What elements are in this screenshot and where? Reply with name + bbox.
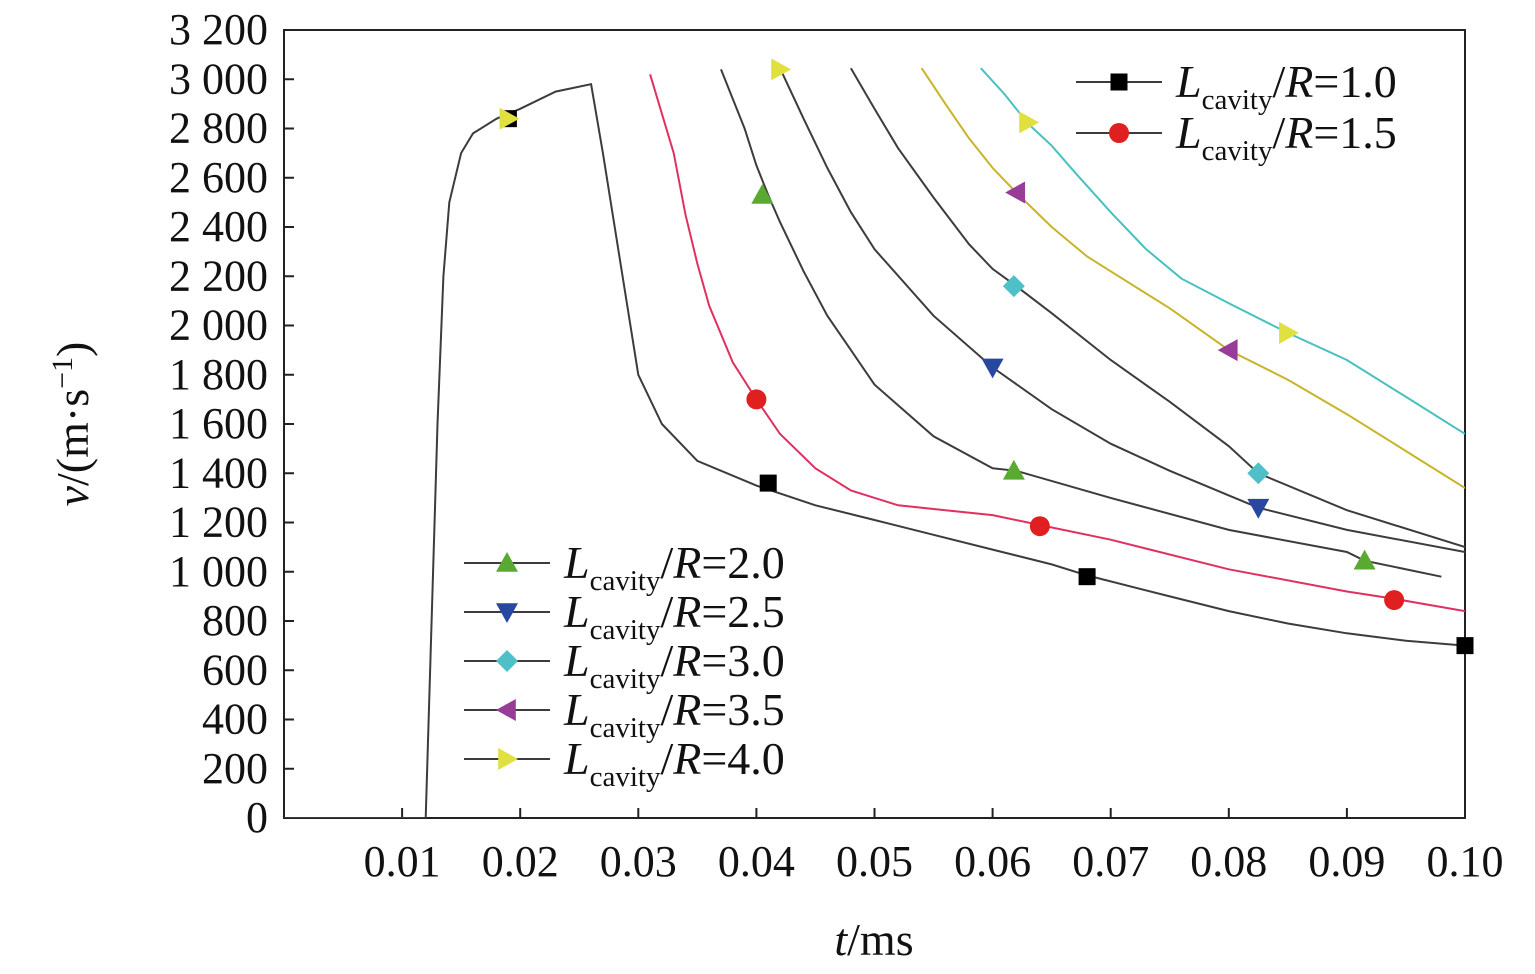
y-tick-label: 1 800 bbox=[169, 350, 268, 399]
legend-label: Lcavity/R=4.0 bbox=[563, 733, 785, 793]
legend-marker bbox=[496, 603, 518, 623]
legend-marker bbox=[1109, 123, 1129, 143]
legend-marker bbox=[1110, 73, 1128, 91]
x-tick-label: 0.07 bbox=[1072, 837, 1149, 886]
y-axis-label: v/(m·s−1) bbox=[46, 342, 98, 507]
legend-entry-2: Lcavity/R=2.0 bbox=[464, 537, 785, 597]
series-marker-4 bbox=[1002, 275, 1025, 298]
x-tick-label: 0.02 bbox=[482, 837, 559, 886]
series-line-5 bbox=[920, 67, 1465, 489]
y-tick-label: 2 600 bbox=[169, 153, 268, 202]
legend-label: Lcavity/R=3.5 bbox=[563, 684, 785, 744]
series-marker-6 bbox=[1279, 321, 1299, 344]
legend-marker bbox=[498, 748, 518, 770]
x-axis-label: t/ms bbox=[834, 914, 913, 965]
legend-label: Lcavity/R=3.0 bbox=[563, 635, 785, 695]
legend-entry-1: Lcavity/R=1.5 bbox=[1076, 107, 1397, 167]
series-marker-1 bbox=[746, 389, 767, 410]
legend-bottom-left: Lcavity/R=2.0Lcavity/R=2.5Lcavity/R=3.0L… bbox=[464, 537, 785, 793]
series-marker-6 bbox=[1019, 111, 1040, 134]
series-line-2 bbox=[720, 69, 1442, 578]
y-tick-label: 1 600 bbox=[169, 399, 268, 448]
y-tick-label: 1 200 bbox=[169, 498, 268, 547]
series-marker-5 bbox=[1005, 181, 1026, 204]
series-marker-1 bbox=[1384, 590, 1405, 611]
legend-label: Lcavity/R=2.0 bbox=[563, 537, 785, 597]
y-tick-label: 400 bbox=[202, 695, 268, 744]
legend-marker bbox=[496, 650, 518, 672]
legend-label: Lcavity/R=2.5 bbox=[563, 586, 785, 646]
series-marker-2 bbox=[751, 183, 774, 204]
series-marker-2 bbox=[1353, 549, 1376, 570]
series-marker-6 bbox=[499, 107, 520, 130]
series-marker-0 bbox=[1456, 637, 1474, 655]
y-tick-label: 3 200 bbox=[169, 5, 268, 54]
x-tick-label: 0.04 bbox=[718, 837, 795, 886]
y-tick-label: 1 000 bbox=[169, 547, 268, 596]
legend-label: Lcavity/R=1.5 bbox=[1175, 107, 1397, 167]
series-marker-2 bbox=[1002, 459, 1025, 480]
plot-frame bbox=[283, 29, 1466, 819]
series-marker-3 bbox=[981, 358, 1004, 379]
y-tick-label: 2 800 bbox=[169, 104, 268, 153]
series-marker-0 bbox=[1078, 568, 1096, 586]
series-line-1 bbox=[649, 74, 1465, 613]
series-marker-4 bbox=[1247, 462, 1270, 485]
y-tick-label: 2 000 bbox=[169, 301, 268, 350]
legend-entry-4: Lcavity/R=3.0 bbox=[464, 635, 785, 695]
series-line-0 bbox=[284, 83, 1465, 818]
x-tick-label: 0.05 bbox=[836, 837, 913, 886]
x-tick-label: 0.01 bbox=[364, 837, 441, 886]
legend-entry-6: Lcavity/R=4.0 bbox=[464, 733, 785, 793]
x-tick-label: 0.08 bbox=[1190, 837, 1267, 886]
series-marker-1 bbox=[1029, 516, 1050, 537]
y-tick-label: 2 200 bbox=[169, 251, 268, 300]
series-marker-0 bbox=[759, 474, 777, 492]
y-tick-label: 2 400 bbox=[169, 202, 268, 251]
legend-entry-5: Lcavity/R=3.5 bbox=[464, 684, 785, 744]
x-tick-label: 0.06 bbox=[954, 837, 1031, 886]
y-tick-label: 3 000 bbox=[169, 54, 268, 103]
y-tick-label: 600 bbox=[202, 645, 268, 694]
y-tick-label: 0 bbox=[246, 793, 268, 842]
x-tick-label: 0.03 bbox=[600, 837, 677, 886]
series-markers bbox=[499, 58, 1474, 655]
series-marker-6 bbox=[771, 58, 792, 81]
y-tick-label: 800 bbox=[202, 596, 268, 645]
x-tick-label: 0.09 bbox=[1308, 837, 1385, 886]
legend-marker bbox=[496, 699, 516, 721]
legend-label: Lcavity/R=1.0 bbox=[1175, 56, 1397, 116]
legend-marker bbox=[496, 552, 518, 572]
series-marker-3 bbox=[1247, 498, 1270, 519]
series-marker-5 bbox=[1217, 339, 1238, 362]
y-tick-label: 1 400 bbox=[169, 448, 268, 497]
legend-entry-0: Lcavity/R=1.0 bbox=[1076, 56, 1397, 116]
legend-entry-3: Lcavity/R=2.5 bbox=[464, 586, 785, 646]
x-tick-label: 0.10 bbox=[1427, 837, 1504, 886]
y-tick-label: 200 bbox=[202, 744, 268, 793]
